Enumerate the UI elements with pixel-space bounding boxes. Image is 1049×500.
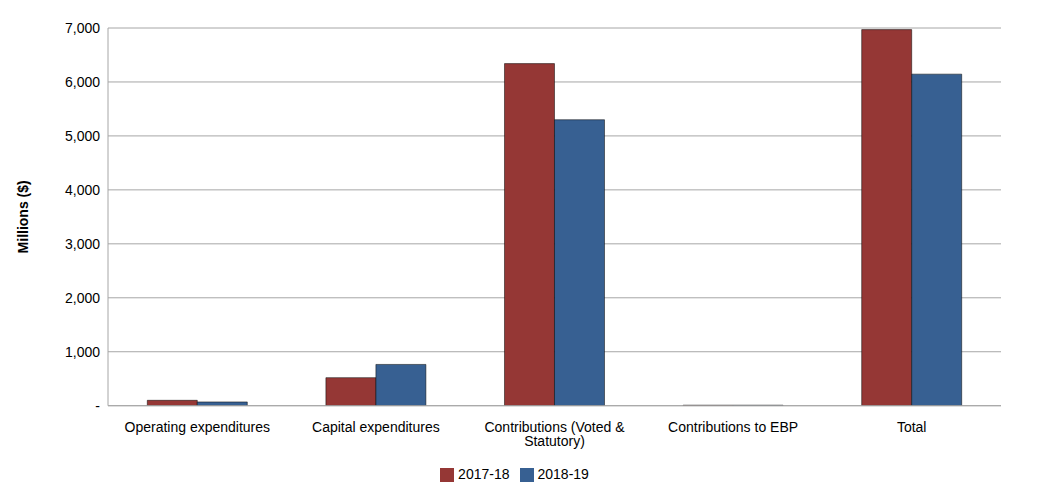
svg-text:4,000: 4,000 [65,182,100,198]
svg-text:-: - [95,398,100,414]
svg-text:5,000: 5,000 [65,128,100,144]
svg-text:7,000: 7,000 [65,20,100,36]
svg-text:Total: Total [897,419,927,435]
svg-text:6,000: 6,000 [65,74,100,90]
svg-text:Millions ($): Millions ($) [15,180,31,253]
html-text:2018-19: 2018-19 [537,465,589,482]
svg-text:Contributions to EBP: Contributions to EBP [668,419,798,435]
svg-text:Contributions (Voted &Statutor: Contributions (Voted &Statutory) [484,419,625,449]
svg-text:Operating expenditures: Operating expenditures [125,419,271,435]
html-text:2017-18: 2017-18 [458,465,510,482]
svg-text:2,000: 2,000 [65,290,100,306]
svg-text:1,000: 1,000 [65,344,100,360]
svg-text:Capital expenditures: Capital expenditures [312,419,440,435]
svg-text:3,000: 3,000 [65,236,100,252]
